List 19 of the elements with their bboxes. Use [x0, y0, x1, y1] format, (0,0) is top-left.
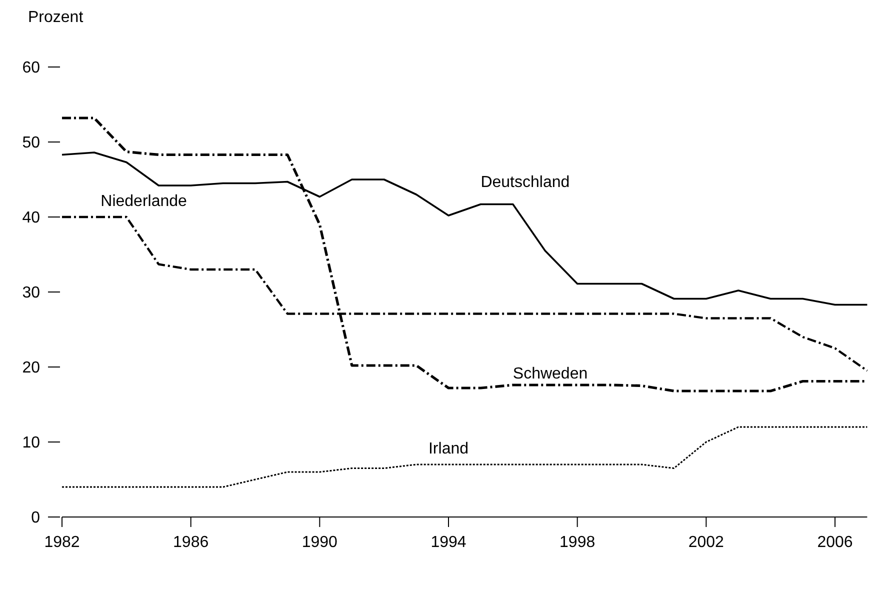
series-label: Niederlande: [100, 192, 188, 210]
series-label: Schweden: [512, 365, 588, 382]
x-tick-label: 1990: [302, 534, 338, 551]
x-tick-label: 1982: [44, 534, 80, 551]
y-tick-label: 50: [22, 134, 40, 152]
series-label: Deutschland: [480, 174, 570, 191]
x-tick-label: 1998: [560, 534, 596, 551]
x-tick-label: 1986: [173, 534, 209, 551]
y-axis-title: Prozent: [28, 9, 84, 26]
y-tick-label: 40: [22, 210, 40, 227]
y-tick-label: 60: [22, 60, 40, 77]
y-tick-label: 30: [22, 284, 40, 302]
y-tick-label: 10: [22, 434, 40, 452]
y-tick-label: 0: [31, 510, 40, 527]
x-tick-label: 2002: [688, 534, 724, 551]
y-tick-label: 20: [22, 360, 40, 377]
x-tick-label: 2006: [817, 534, 853, 551]
series-label: Irland: [428, 440, 469, 458]
x-tick-label: 1994: [430, 534, 466, 551]
